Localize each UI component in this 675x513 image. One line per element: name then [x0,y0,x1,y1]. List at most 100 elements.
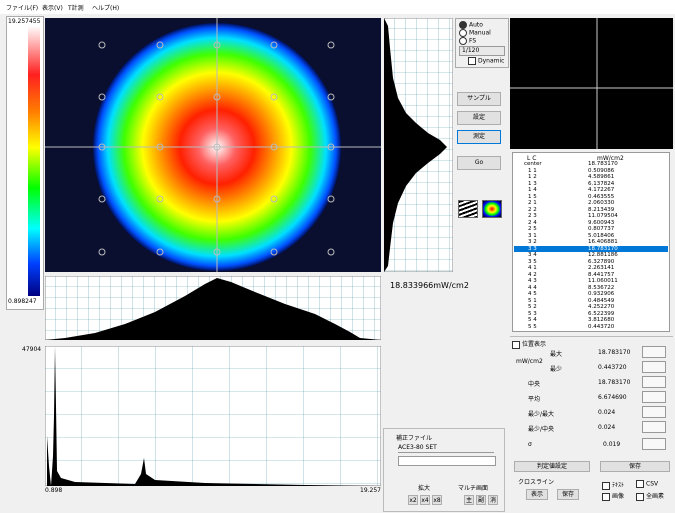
list-row[interactable]: 5 3 6.522399 [514,311,668,318]
list-row[interactable]: 5 5 0.443720 [514,324,668,331]
list-row[interactable]: 1 5 0.463555 [514,194,668,201]
menu-item[interactable]: ヘルプ(H) [92,5,120,12]
menu-item[interactable]: 表示(V) [42,5,63,12]
button[interactable]: x4 [420,495,430,505]
list-row[interactable]: 4 1 2.263141 [514,265,668,272]
list-cell: center [524,161,542,167]
button[interactable]: サンプル [457,92,501,106]
judge-field[interactable] [642,376,666,388]
intensity-map [45,18,381,272]
judge-field[interactable] [642,406,666,418]
list-row[interactable]: 4 3 11.060011 [514,278,668,285]
list-row[interactable]: center 18.783170 [514,161,668,168]
list-cell: 1 1 [528,167,537,174]
radio[interactable]: Auto [459,21,483,29]
list-row[interactable]: 2 1 2.060330 [514,200,668,207]
checkbox-label: ﾃｷｽﾄ [612,482,625,489]
list-row[interactable]: 1 2 4.589861 [514,174,668,181]
judge-field[interactable] [642,346,666,358]
list-cell: 1 2 [528,174,537,180]
checkbox[interactable]: CSV [636,480,658,488]
file-field[interactable] [398,456,496,466]
list-cell: 0.484549 [588,297,615,304]
judge-field[interactable] [642,391,666,403]
checkbox[interactable]: 全画素 [636,491,664,501]
checkbox[interactable]: 画像 [602,491,624,501]
center-value: 18.833966mW/cm2 [390,281,469,290]
colorbar-min: 0.898247 [8,298,37,305]
list-row[interactable]: 4 4 8.536722 [514,285,668,292]
judge-field[interactable] [642,421,666,433]
menu-item[interactable]: ファイル(F) [6,5,39,12]
list-cell: 11.079504 [588,213,618,219]
button[interactable]: 表示 [526,489,548,500]
list-row[interactable]: 2 5 0.807737 [514,226,668,233]
list-cell: 4.589861 [588,174,615,180]
list-row[interactable]: 3 4 12.881186 [514,252,668,259]
list-row[interactable]: 2 4 9.600943 [514,220,668,227]
stat-value: 0.443720 [598,364,627,371]
list-cell: 3 5 [528,258,537,265]
checkbox[interactable]: Dynamic [468,57,504,65]
button[interactable]: Go [457,156,501,170]
list-row[interactable]: 3 3 18.783170 [514,245,668,252]
menu-item[interactable]: T計測 [68,5,84,12]
list-row[interactable]: 4 2 8.441757 [514,272,668,279]
list-cell: 2 3 [528,213,537,219]
list-cell: 1 4 [528,187,537,193]
checkbox-label: 位置表示 [522,341,547,348]
mode-group: Auto Manual FS 1/120 Dynamic [455,18,509,68]
list-header: L C [527,155,537,162]
list-cell: 5 4 [528,317,537,323]
list-cell: 0.509086 [588,167,615,174]
list-row[interactable]: 1 3 6.137824 [514,181,668,188]
button[interactable]: 副 [476,495,486,505]
list-row[interactable]: 1 4 4.172267 [514,187,668,194]
button[interactable]: x2 [408,495,418,505]
list-header: mW/cm2 [597,155,624,162]
list-row[interactable]: 4 5 0.932906 [514,291,668,298]
file-name: ACE3-80 SET [398,444,494,453]
list-row[interactable]: 5 1 0.484549 [514,298,668,305]
judge-field[interactable] [642,361,666,373]
button[interactable]: 主 [464,495,474,505]
list-cell: 3 2 [528,239,537,245]
judge-field[interactable] [642,438,666,450]
stat-value: 6.674690 [598,394,627,401]
list-cell: 6.522399 [588,310,615,317]
icon-button[interactable] [482,200,502,218]
button[interactable]: 保存 [557,489,579,500]
list-row[interactable]: 3 1 5.018406 [514,233,668,240]
list-row[interactable]: 5 4 3.812680 [514,317,668,324]
list-row[interactable]: 3 5 6.327890 [514,259,668,266]
button[interactable]: x8 [432,495,442,505]
button[interactable]: 設定 [457,111,501,125]
sub-view [510,18,673,149]
radio[interactable]: FS [459,37,476,45]
button[interactable]: 測定 [457,130,501,144]
radio[interactable]: Manual [459,29,491,37]
stat-label: 最大 [550,351,563,358]
list-cell: 2.263141 [588,265,615,271]
zoom-label: 拡大 [418,485,431,492]
checkbox[interactable]: 位置表示 [512,339,546,349]
icon-button[interactable] [458,200,478,218]
list-cell: 4 4 [528,284,537,291]
shutter-input[interactable]: 1/120 [459,46,505,56]
list-row[interactable]: 3 2 16.406881 [514,239,668,246]
checkbox[interactable]: ﾃｷｽﾄ [602,480,624,490]
list-cell: 2 1 [528,200,537,206]
button[interactable]: 消 [488,495,498,505]
list-cell: 5 1 [528,297,537,304]
checkbox-label: Dynamic [478,57,505,65]
stat-value: 0.024 [598,409,616,416]
button[interactable]: 保存 [600,461,670,472]
histogram [45,346,381,486]
list-cell: 2 4 [528,219,537,226]
list-row[interactable]: 2 3 11.079504 [514,213,668,220]
button[interactable]: 判定値設定 [514,461,590,472]
list-row[interactable]: 5 2 4.252270 [514,304,668,311]
list-row[interactable]: 2 2 8.213439 [514,207,668,214]
list-row[interactable]: 1 1 0.509086 [514,168,668,175]
vertical-profile [384,18,453,272]
